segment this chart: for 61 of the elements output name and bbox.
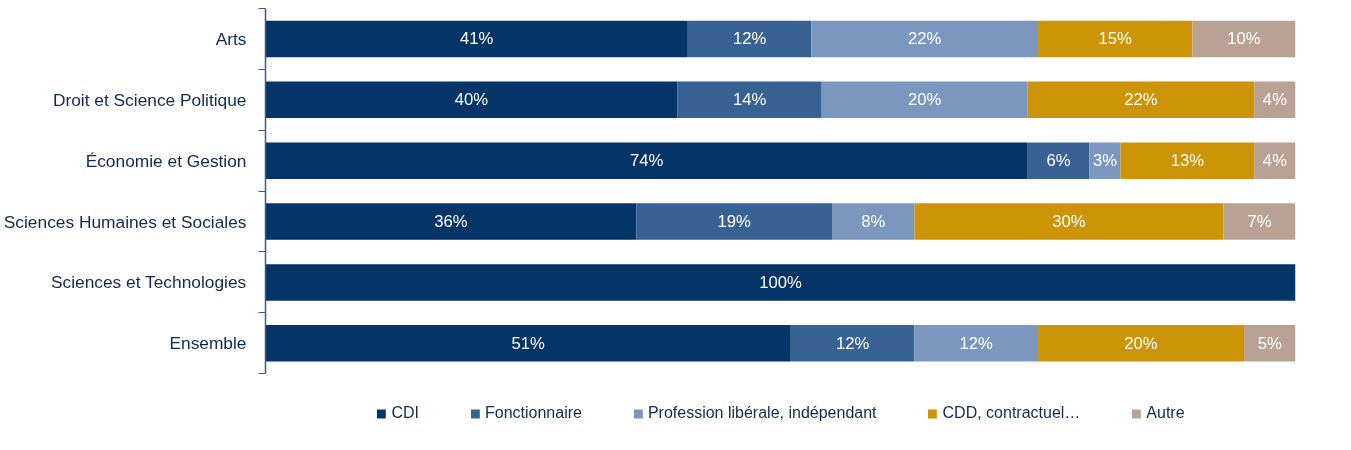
bar: [687, 20, 812, 58]
y-tick-label: Sciences et Technologies: [50, 272, 247, 293]
data-label: 5%: [1257, 333, 1282, 353]
data-label: 20%: [908, 90, 942, 110]
bar: [811, 20, 1038, 58]
legend-label: Fonctionnaire: [484, 404, 582, 422]
data-label: 4%: [1262, 151, 1288, 171]
legend-label: CDI: [391, 404, 419, 422]
legend-label: Autre: [1146, 404, 1185, 422]
data-label: 12%: [835, 333, 870, 353]
bar: [1223, 203, 1296, 240]
bar: [677, 81, 822, 119]
bar: [914, 203, 1224, 240]
bar: [1244, 325, 1296, 362]
bar: [265, 20, 688, 58]
data-label: 4%: [1262, 90, 1288, 110]
bar: [1027, 81, 1255, 119]
data-label: 51%: [511, 333, 546, 353]
bar: [1027, 142, 1090, 179]
bar: [832, 203, 915, 240]
bar: [265, 81, 678, 119]
bar: [790, 325, 915, 362]
legend-label: Profession libérale, indépendant: [647, 404, 877, 422]
data-label: 10%: [1227, 29, 1261, 49]
bar: [265, 142, 1028, 179]
data-label: 14%: [732, 90, 767, 110]
data-label: 15%: [1098, 29, 1133, 49]
bar: [265, 325, 791, 362]
bar: [265, 264, 1296, 301]
y-tick-label: Sciences Humaines et Sociales: [3, 211, 247, 232]
data-label: 41%: [459, 29, 494, 49]
bar: [1038, 20, 1193, 58]
y-tick-label: Ensemble: [169, 333, 247, 354]
y-tick-label: Droit et Science Politique: [52, 89, 247, 110]
data-label: 20%: [1124, 333, 1158, 353]
legend-label: CDD, contractuel…: [942, 404, 1081, 422]
data-label: 22%: [1124, 90, 1158, 110]
data-label: 7%: [1247, 212, 1272, 232]
bar: [1038, 325, 1244, 362]
data-label: 13%: [1170, 151, 1205, 171]
bar: [1254, 142, 1296, 179]
data-label: 100%: [759, 272, 802, 292]
y-tick-label: Arts: [215, 28, 247, 49]
y-tick-label: Économie et Gestion: [85, 150, 247, 171]
data-label: 12%: [732, 29, 767, 49]
bar: [1120, 142, 1255, 179]
bar: [636, 203, 832, 240]
bar: [821, 81, 1028, 119]
data-label: 22%: [908, 29, 942, 49]
data-label: 36%: [434, 212, 468, 232]
data-label: 3%: [1092, 151, 1118, 171]
data-label: 12%: [959, 333, 994, 353]
data-label: 8%: [861, 212, 886, 232]
bar: [914, 325, 1038, 362]
data-label: 30%: [1052, 212, 1086, 232]
data-label: 19%: [717, 212, 752, 232]
data-label: 6%: [1046, 151, 1071, 171]
data-label: 74%: [629, 151, 664, 171]
bar: [265, 203, 637, 240]
data-label: 40%: [454, 90, 489, 110]
bar: [1192, 20, 1296, 58]
